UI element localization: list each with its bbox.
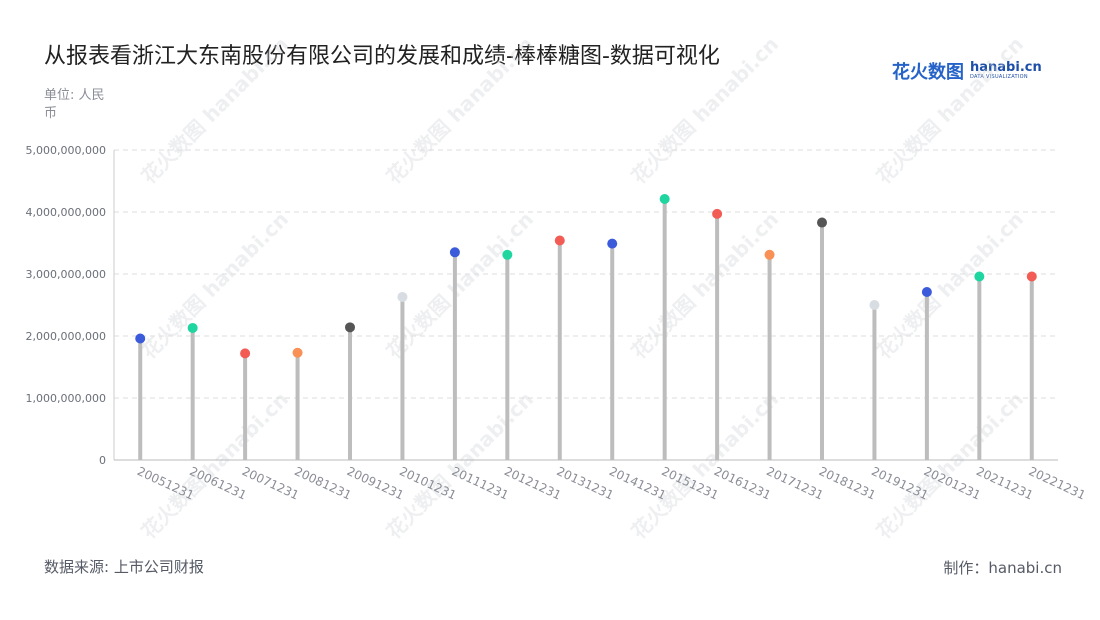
y-tick-label: 5,000,000,000 (26, 144, 106, 157)
lollipop-head (1026, 271, 1037, 282)
x-tick-label: 20211231 (974, 464, 1035, 503)
lollipop-head (292, 347, 303, 358)
lollipop-head (240, 348, 251, 359)
lollipop-head (921, 286, 932, 297)
y-tick-label: 0 (99, 454, 106, 467)
x-tick-label: 20181231 (817, 464, 878, 503)
watermark: 花火数图 hanabi.cn (137, 32, 293, 188)
unit-label: 单位: 人民币 (44, 88, 105, 121)
x-tick-label: 20091231 (345, 464, 406, 503)
lollipop-head (449, 247, 460, 258)
lollipop-head (659, 193, 670, 204)
watermark: 花火数图 hanabi.cn (872, 32, 1028, 188)
lollipop-head (345, 322, 355, 333)
x-tick-label: 20121231 (502, 464, 563, 503)
watermark: 花火数图 hanabi.cn (627, 387, 783, 543)
brand-logo: 花火数图 hanabi.cn DATA VISUALIZATION (892, 58, 1042, 84)
y-tick-label: 1,000,000,000 (26, 392, 106, 405)
watermark: 花火数图 hanabi.cn (872, 387, 1028, 543)
y-tick-label: 3,000,000,000 (26, 268, 106, 281)
x-tick-label: 20131231 (555, 464, 616, 503)
lollipop-head (502, 249, 513, 260)
logo-cn-text: 花火数图 (892, 62, 964, 83)
lollipop-head (135, 333, 146, 344)
x-tick-label: 20141231 (607, 464, 668, 503)
lollipop-head (607, 238, 618, 249)
lollipop-head (817, 217, 827, 228)
lollipop-head (712, 208, 723, 219)
watermark: 花火数图 hanabi.cn (627, 32, 783, 188)
lollipop-head (554, 235, 565, 246)
watermark: 花火数图 hanabi.cn (382, 207, 538, 363)
y-tick-label: 4,000,000,000 (26, 206, 106, 219)
watermark: 花火数图 hanabi.cn (137, 387, 293, 543)
chart-title: 从报表看浙江大东南股份有限公司的发展和成绩-棒棒糖图-数据可视化 (44, 44, 720, 69)
y-tick-label: 2,000,000,000 (26, 330, 106, 343)
x-tick-label: 20081231 (292, 464, 353, 503)
logo-en-text: hanabi.cn (970, 60, 1042, 75)
x-tick-label: 20111231 (450, 464, 511, 503)
data-source: 数据来源: 上市公司财报 (44, 558, 204, 576)
lollipop-head (764, 249, 775, 260)
x-tick-label: 20071231 (240, 464, 301, 503)
credit-label: 制作：hanabi.cn (943, 559, 1062, 577)
x-tick-label: 20161231 (712, 464, 773, 503)
lollipop-head (869, 300, 880, 310)
x-tick-label: 20171231 (764, 464, 825, 503)
lollipop-head (397, 291, 408, 302)
lollipop-head (974, 271, 985, 282)
lollipop-head (187, 322, 198, 333)
x-tick-label: 20221231 (1027, 464, 1088, 503)
watermark: 花火数图 hanabi.cn (382, 32, 538, 188)
watermark: 花火数图 hanabi.cn (872, 207, 1028, 363)
logo-en-block: hanabi.cn DATA VISUALIZATION (970, 61, 1042, 81)
watermark: 花火数图 hanabi.cn (627, 207, 783, 363)
logo-en-sub: DATA VISUALIZATION (970, 74, 1028, 80)
watermark: 花火数图 hanabi.cn (137, 207, 293, 363)
